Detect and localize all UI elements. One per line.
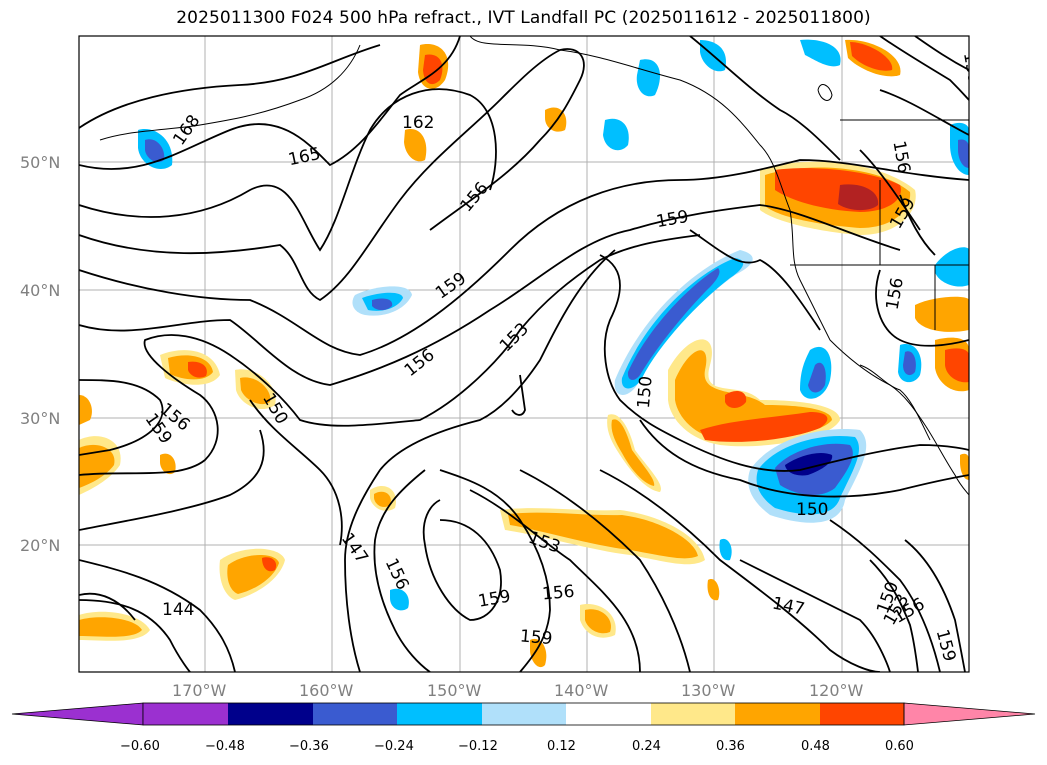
positive-anomaly-region bbox=[530, 638, 547, 668]
negative-anomaly-region bbox=[800, 39, 841, 67]
positive-anomaly-region bbox=[240, 377, 271, 405]
colorbar-bin bbox=[566, 703, 651, 725]
colorbar-bin bbox=[313, 703, 397, 725]
colorbar-tick-label: 0.48 bbox=[801, 739, 830, 754]
colorbar-bin bbox=[651, 703, 735, 725]
lat-label: 30°N bbox=[20, 409, 60, 428]
positive-anomaly-region bbox=[79, 617, 142, 637]
lon-label: 160°W bbox=[299, 681, 354, 700]
negative-anomaly-region bbox=[958, 139, 969, 168]
colorbar-bin bbox=[482, 703, 566, 725]
colorbar-tick-label: 0.12 bbox=[547, 739, 576, 754]
lon-label: 130°W bbox=[681, 681, 736, 700]
colorbar-bin bbox=[228, 703, 313, 725]
colorbar-bin bbox=[735, 703, 820, 725]
colorbar-bin bbox=[820, 703, 904, 725]
negative-anomaly-region bbox=[145, 139, 165, 163]
contour-label: 144 bbox=[162, 600, 194, 620]
colorbar-under-extension bbox=[11, 702, 144, 726]
negative-anomaly-region bbox=[808, 362, 826, 393]
colorbar-tick-label: −0.48 bbox=[205, 739, 245, 754]
positive-anomaly-region bbox=[850, 42, 893, 71]
positive-anomaly-region bbox=[79, 444, 115, 488]
latitude-labels: 50°N 40°N 30°N 20°N bbox=[20, 153, 60, 555]
contour-label: 150 bbox=[634, 375, 657, 409]
colorbar-tick-label: 0.24 bbox=[632, 739, 661, 754]
positive-anomaly-region bbox=[700, 412, 828, 442]
contour-label: 159 bbox=[959, 51, 984, 86]
positive-anomaly-region bbox=[79, 395, 92, 425]
lat-label: 40°N bbox=[20, 281, 60, 300]
lon-label: 120°W bbox=[809, 681, 864, 700]
positive-anomaly-region bbox=[725, 390, 747, 408]
negative-anomaly-region bbox=[935, 247, 969, 287]
colorbar-tick-label: −0.12 bbox=[458, 739, 498, 754]
positive-anomaly-region bbox=[945, 348, 969, 383]
colorbar-tick-label: −0.60 bbox=[120, 739, 160, 754]
colorbar-over-extension bbox=[903, 702, 1036, 726]
positive-anomaly-region bbox=[160, 453, 176, 475]
map-frame bbox=[78, 35, 970, 673]
contour-label: 150 bbox=[796, 500, 828, 520]
map-plot-area bbox=[79, 36, 969, 672]
colorbar-tick-label: 0.36 bbox=[716, 739, 745, 754]
positive-anomaly-region bbox=[188, 361, 207, 378]
positive-anomaly-region bbox=[585, 609, 611, 634]
map-title: 2025011300 F024 500 hPa refract., IVT La… bbox=[176, 8, 871, 28]
positive-anomaly-region bbox=[707, 579, 720, 601]
negative-anomaly-region bbox=[372, 298, 393, 311]
negative-anomaly-region bbox=[627, 268, 720, 380]
lon-label: 140°W bbox=[554, 681, 609, 700]
colorbar-tick-label: −0.24 bbox=[374, 739, 414, 754]
colorbar-ticks: −0.60 −0.48 −0.36 −0.24 −0.12 0.12 0.24 … bbox=[120, 739, 914, 754]
positive-anomaly-region bbox=[508, 512, 698, 559]
ivt-filled-contours bbox=[79, 39, 969, 668]
colorbar-tick-label: 0.60 bbox=[885, 739, 914, 754]
contour-label: 159 bbox=[519, 626, 553, 649]
lat-label: 50°N bbox=[20, 153, 60, 172]
negative-anomaly-region bbox=[603, 118, 629, 151]
colorbar bbox=[11, 702, 1036, 726]
positive-anomaly-region bbox=[611, 419, 655, 486]
positive-anomaly-region bbox=[374, 491, 391, 508]
colorbar-bin bbox=[143, 703, 228, 725]
contour-label: 162 bbox=[402, 113, 434, 133]
negative-anomaly-region bbox=[903, 351, 916, 376]
positive-anomaly-region bbox=[960, 453, 969, 480]
positive-anomaly-region bbox=[262, 557, 277, 572]
negative-anomaly-region bbox=[719, 538, 732, 561]
height-contours bbox=[79, 36, 969, 672]
colorbar-tick-label: −0.36 bbox=[289, 739, 329, 754]
lon-label: 150°W bbox=[427, 681, 482, 700]
negative-anomaly-region bbox=[390, 588, 409, 611]
negative-anomaly-region bbox=[636, 59, 660, 97]
positive-anomaly-region bbox=[915, 296, 969, 332]
positive-anomaly-region bbox=[404, 129, 427, 162]
longitude-labels: 170°W 160°W 150°W 140°W 130°W 120°W bbox=[172, 681, 864, 700]
colorbar-bin bbox=[397, 703, 482, 725]
contour-label: 156 bbox=[541, 582, 575, 605]
positive-anomaly-region bbox=[838, 184, 879, 211]
coastlines bbox=[99, 36, 969, 496]
lon-label: 170°W bbox=[172, 681, 227, 700]
lat-label: 20°N bbox=[20, 536, 60, 555]
